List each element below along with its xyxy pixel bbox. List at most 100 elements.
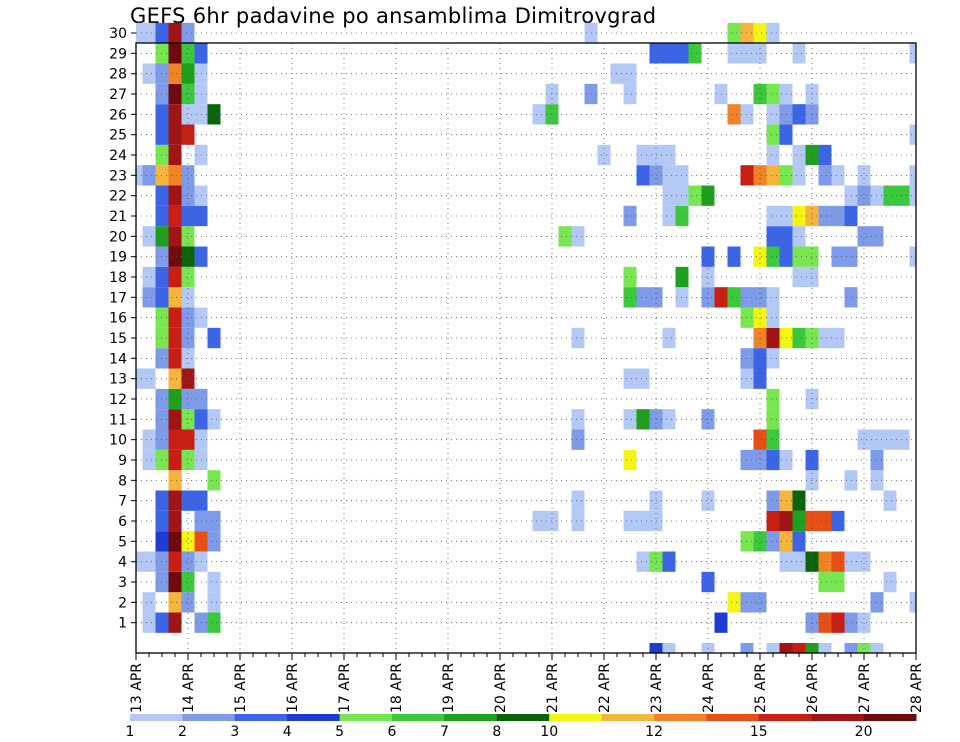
- y-tick-label: 10: [109, 433, 127, 449]
- heat-cell: [168, 510, 182, 532]
- heat-cell: [766, 226, 780, 247]
- heat-cell: [857, 165, 871, 186]
- heat-cell: [870, 643, 884, 653]
- heat-cell: [792, 643, 806, 653]
- colorbar-label: 2: [178, 724, 187, 740]
- y-tick-label: 2: [118, 595, 127, 611]
- heat-cell: [636, 409, 650, 430]
- x-tick-label: 14 APR: [181, 663, 197, 713]
- heat-cell: [623, 409, 637, 430]
- y-tick-label: 12: [109, 392, 127, 408]
- heat-cell: [142, 368, 156, 389]
- heat-cell: [831, 571, 845, 593]
- heat-cell: [831, 510, 845, 532]
- heat-cell: [753, 246, 767, 267]
- heat-cell: [623, 83, 637, 105]
- x-tick-label: 25 APR: [753, 663, 769, 713]
- heat-cell: [181, 185, 195, 206]
- heat-cell: [571, 226, 585, 247]
- heat-cell: [142, 592, 156, 613]
- heat-cell: [792, 510, 806, 532]
- colorbar-label: 7: [440, 724, 449, 740]
- y-tick-label: 20: [109, 229, 127, 245]
- heat-cell: [766, 449, 780, 471]
- heat-cell: [701, 409, 715, 430]
- heat-cell: [207, 470, 221, 491]
- y-tick-label: 3: [118, 575, 127, 591]
- heat-cell: [662, 551, 676, 572]
- colorbar-swatch: [130, 714, 183, 721]
- y-tick-label: 11: [109, 412, 127, 428]
- y-tick-label: 28: [109, 67, 127, 83]
- x-tick-label: 23 APR: [649, 663, 665, 713]
- heat-cell: [623, 287, 637, 308]
- heat-cell: [168, 185, 182, 206]
- heat-cell: [636, 144, 650, 166]
- heat-cell: [753, 165, 767, 186]
- heat-cell: [142, 429, 156, 450]
- heat-cell: [662, 327, 676, 349]
- heat-cell: [136, 165, 143, 186]
- heat-cell: [701, 287, 715, 308]
- y-tick-label: 14: [109, 351, 127, 367]
- heat-cell: [571, 510, 585, 532]
- heat-cell: [168, 104, 182, 125]
- heat-cell: [727, 22, 741, 44]
- heat-cell: [168, 124, 182, 145]
- heat-cell: [753, 429, 767, 450]
- heat-cell: [181, 287, 195, 308]
- colorbar-swatch: [811, 714, 865, 721]
- heat-cell: [181, 124, 195, 145]
- heat-cell: [896, 429, 910, 450]
- heat-cell: [207, 531, 221, 552]
- heat-cell: [168, 226, 182, 247]
- heat-cell: [831, 612, 845, 633]
- heat-cell: [766, 307, 780, 328]
- heat-cell: [207, 592, 221, 613]
- x-tick-label: 18 APR: [389, 663, 405, 713]
- x-tick-label: 27 APR: [857, 663, 873, 713]
- heat-cell: [909, 43, 916, 64]
- heat-cell: [753, 83, 767, 105]
- heat-cell: [168, 63, 182, 84]
- heat-cell: [896, 185, 910, 206]
- heat-cell: [818, 612, 832, 633]
- heat-cell: [142, 449, 156, 471]
- heat-cell: [623, 205, 637, 227]
- heat-cell: [792, 205, 806, 227]
- colorbar-label: 20: [855, 724, 873, 740]
- colorbar-swatch: [496, 714, 550, 721]
- heat-cell: [662, 205, 676, 227]
- colorbar-swatch: [706, 714, 760, 721]
- y-tick-label: 19: [109, 250, 127, 266]
- heat-cell: [181, 388, 195, 410]
- heat-cell: [766, 83, 780, 105]
- heat-cell: [168, 22, 182, 44]
- heat-cell: [168, 205, 182, 227]
- heat-cell: [571, 490, 585, 511]
- heat-cell: [142, 287, 156, 308]
- heat-cell: [792, 531, 806, 552]
- colorbar-label: 10: [540, 724, 558, 740]
- y-tick-label: 22: [109, 189, 127, 205]
- heat-cell: [142, 551, 156, 572]
- heat-cell: [532, 510, 546, 532]
- heat-cell: [168, 307, 182, 328]
- heat-cell: [623, 266, 637, 288]
- y-tick-label: 17: [109, 290, 127, 306]
- heat-cell: [766, 144, 780, 166]
- heat-cell: [142, 612, 156, 633]
- heat-cell: [207, 571, 221, 593]
- colorbar-label: 1: [126, 724, 135, 740]
- heat-cell: [701, 246, 715, 267]
- heat-cell: [181, 104, 195, 125]
- y-axis: 1234567891011121314151617181920212223242…: [109, 26, 136, 632]
- x-tick-label: 22 APR: [597, 663, 613, 713]
- heat-cell: [766, 388, 780, 410]
- heat-cell: [766, 327, 780, 349]
- heat-cell: [753, 592, 767, 613]
- heat-cell: [181, 226, 195, 247]
- heat-cell: [181, 429, 195, 450]
- heat-cell: [818, 327, 832, 349]
